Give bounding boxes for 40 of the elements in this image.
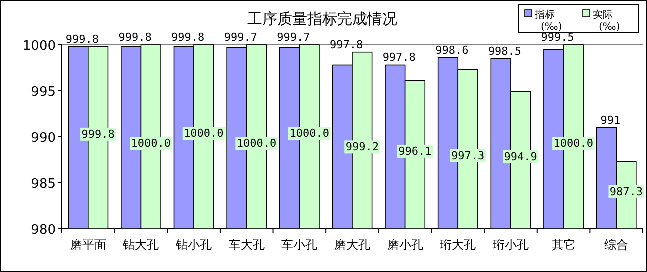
y-tick-label: 985 [31,177,56,192]
data-label: 1000.0 [131,137,172,150]
data-label: 999.8 [82,128,115,141]
legend-label: 实际 (‰) [593,9,620,33]
x-tick-label: 其它 [552,238,576,252]
data-label: 997.8 [382,51,416,64]
y-tick-label: 980 [31,223,56,238]
data-label: 987.3 [610,185,644,198]
chart-title: 工序质量指标完成情况 [248,10,398,28]
data-label: 1000.0 [236,137,277,150]
data-label: 999.8 [172,31,205,44]
data-label: 996.1 [398,144,432,158]
data-label: 999.7 [277,31,310,44]
data-label: 994.9 [504,150,538,164]
data-label: 991 [600,114,621,127]
x-tick-label: 综合 [604,238,629,252]
data-label: 998.6 [436,44,469,57]
x-tick-label: 磨小孔 [387,238,424,252]
x-tick-label: 珩小孔 [492,238,529,252]
y-tick-label: 1000 [22,39,56,54]
data-label: 999.2 [346,140,379,154]
x-tick-label: 钻大孔 [122,238,160,252]
data-label: 997.8 [330,38,364,52]
x-tick-label: 车小孔 [282,238,318,252]
data-label: 998.5 [488,44,522,58]
x-tick-label: 车大孔 [228,238,265,252]
data-label: 999.7 [224,31,258,44]
data-label: 999.8 [118,31,152,44]
x-tick-label: 钻小孔 [175,238,212,252]
data-label: 999.8 [66,32,100,46]
x-tick-label: 珩大孔 [440,238,476,252]
y-tick-label: 990 [31,131,56,146]
x-tick-label: 磨平面 [70,238,106,252]
x-tick-label: 磨大孔 [334,238,370,252]
data-label: 997.3 [451,149,485,162]
legend-label: 指标 (‰) [534,9,562,33]
data-label: 1000.0 [554,137,594,150]
data-label: 1000.0 [290,127,330,140]
y-tick-label: 995 [31,85,56,100]
data-label: 1000.0 [184,127,224,140]
